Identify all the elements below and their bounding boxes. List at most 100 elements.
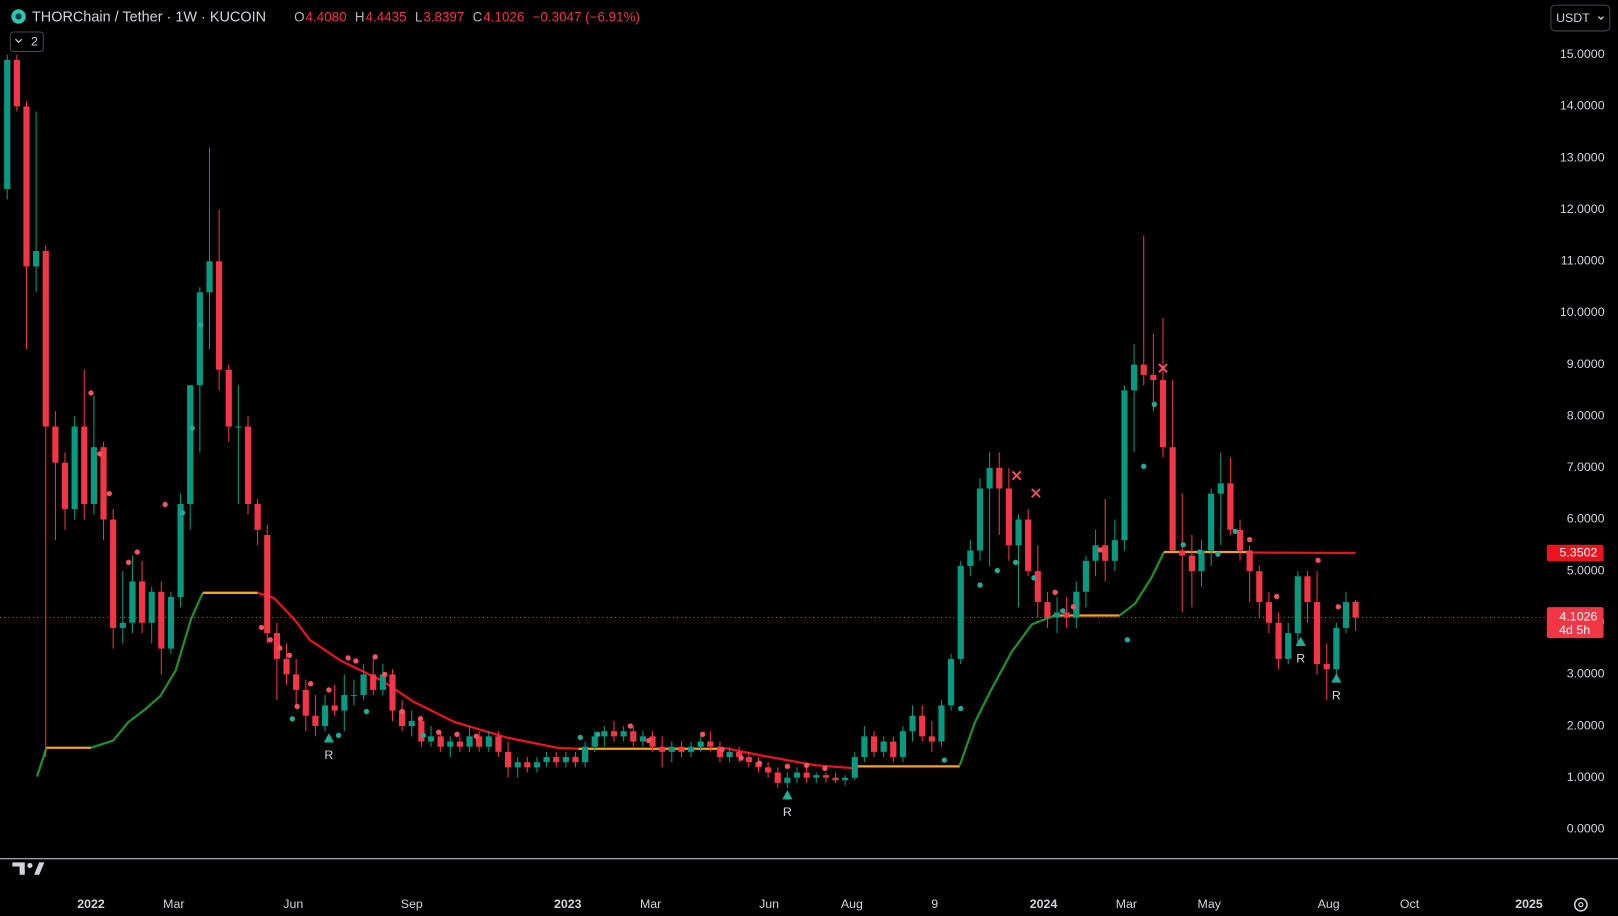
x-tick-label: Oct bbox=[1400, 897, 1420, 911]
legend-key: O bbox=[294, 9, 304, 24]
candle-body bbox=[543, 757, 550, 763]
y-tick-label: 12.0000 bbox=[1560, 202, 1605, 216]
candle-body bbox=[572, 757, 579, 763]
gear[interactable] bbox=[1573, 897, 1588, 912]
cross-mark bbox=[1158, 363, 1168, 373]
candle-body bbox=[533, 762, 541, 768]
sar-dot bbox=[719, 747, 725, 753]
symbol-icon-inner bbox=[15, 13, 22, 20]
countdown-label: 4d 5h bbox=[1559, 623, 1590, 637]
candle-body bbox=[774, 772, 781, 783]
candle-body bbox=[813, 775, 820, 778]
logo-part bbox=[27, 862, 33, 869]
candle-body bbox=[1159, 380, 1167, 448]
candle-body bbox=[1198, 550, 1205, 572]
candle-body bbox=[90, 447, 98, 504]
sar-dot bbox=[125, 559, 132, 566]
sar-dot bbox=[289, 716, 295, 722]
candle-body bbox=[1342, 602, 1350, 628]
candle-body bbox=[803, 772, 810, 778]
x-tick-label: 9 bbox=[931, 897, 938, 911]
candle-body bbox=[562, 757, 569, 763]
sar-dot bbox=[198, 322, 204, 328]
sar-dot bbox=[134, 549, 140, 555]
y-tick-label: 1.0000 bbox=[1567, 770, 1605, 784]
legend-key: C bbox=[473, 9, 483, 24]
candle-body bbox=[1294, 576, 1301, 634]
candle-body bbox=[591, 736, 598, 747]
tv-logo bbox=[12, 862, 45, 875]
candle-body bbox=[389, 674, 396, 711]
settings-icon[interactable] bbox=[1573, 897, 1588, 912]
y-tick-label: 2.0000 bbox=[1567, 718, 1605, 732]
candle-body bbox=[1025, 519, 1032, 572]
candle-body bbox=[1179, 550, 1186, 556]
sar-dot bbox=[1012, 559, 1019, 566]
sar-dot bbox=[88, 390, 94, 396]
candle-body bbox=[158, 591, 165, 649]
sar-dot bbox=[1215, 551, 1221, 557]
candle-body bbox=[1150, 374, 1157, 381]
header: THORChain / Tether · 1W · KUCOIN O4.4080… bbox=[9, 4, 1611, 53]
indicator-toggle[interactable] bbox=[9, 31, 44, 53]
candle-body bbox=[1140, 364, 1147, 375]
candle-body bbox=[225, 369, 232, 427]
candle-body bbox=[447, 741, 454, 747]
candle-body bbox=[1092, 545, 1099, 561]
candle-body bbox=[976, 488, 984, 551]
candle-body bbox=[1121, 390, 1128, 541]
candle-body bbox=[784, 777, 791, 783]
last-price-tag bbox=[1546, 607, 1604, 639]
sar-dot bbox=[1060, 608, 1066, 614]
signal-label: R bbox=[324, 748, 333, 762]
candle-body bbox=[938, 705, 945, 742]
sar-dot bbox=[1097, 547, 1104, 553]
sar-dot bbox=[353, 658, 359, 664]
candle-body bbox=[1323, 664, 1330, 670]
trend-line bbox=[1118, 551, 1165, 617]
candle-body bbox=[1169, 447, 1176, 551]
candle-body bbox=[350, 695, 358, 697]
trend-line bbox=[722, 746, 857, 770]
sar-dot bbox=[372, 654, 378, 660]
sar-dot bbox=[756, 760, 763, 766]
sar-dot bbox=[1246, 536, 1253, 543]
x-tick-label: 2022 bbox=[77, 897, 105, 911]
sar-dot bbox=[286, 652, 293, 658]
x-tick-label: Aug bbox=[841, 897, 863, 911]
candle-body bbox=[33, 250, 40, 267]
candle-body bbox=[466, 736, 473, 747]
candle-body bbox=[1130, 364, 1138, 391]
x-tick-label: Mar bbox=[163, 897, 184, 911]
candle-body bbox=[1333, 627, 1340, 670]
candle-body bbox=[206, 261, 213, 293]
legend-value: 4.4435 bbox=[366, 9, 407, 24]
sar-dot bbox=[977, 582, 983, 588]
candle-body bbox=[427, 736, 435, 742]
signal-triangle bbox=[1331, 673, 1342, 683]
x-tick-label: Jun bbox=[283, 897, 303, 911]
y-tick-label: 0.0000 bbox=[1567, 822, 1605, 836]
candle-body bbox=[196, 292, 203, 386]
candle-body bbox=[129, 581, 136, 623]
y-tick-label: 6.0000 bbox=[1567, 512, 1605, 526]
candle-body bbox=[235, 426, 242, 428]
candle-body bbox=[370, 674, 377, 690]
candle-body bbox=[1265, 602, 1273, 623]
candle-body bbox=[495, 736, 502, 752]
candle-body bbox=[1304, 576, 1311, 603]
candle-body bbox=[254, 503, 261, 530]
sar-dot bbox=[189, 425, 195, 431]
x-tick-label: Aug bbox=[1318, 897, 1340, 911]
candle-body bbox=[832, 777, 839, 781]
sar-dot bbox=[958, 705, 964, 712]
candle-body bbox=[331, 705, 338, 711]
currency-select[interactable] bbox=[1550, 4, 1611, 32]
cross-mark bbox=[1011, 470, 1022, 481]
y-tick-label: 8.0000 bbox=[1567, 408, 1605, 422]
candle-body bbox=[110, 519, 117, 628]
trend-line bbox=[90, 592, 204, 749]
candle-body bbox=[1102, 545, 1109, 561]
y-tick-label: 13.0000 bbox=[1560, 150, 1605, 164]
